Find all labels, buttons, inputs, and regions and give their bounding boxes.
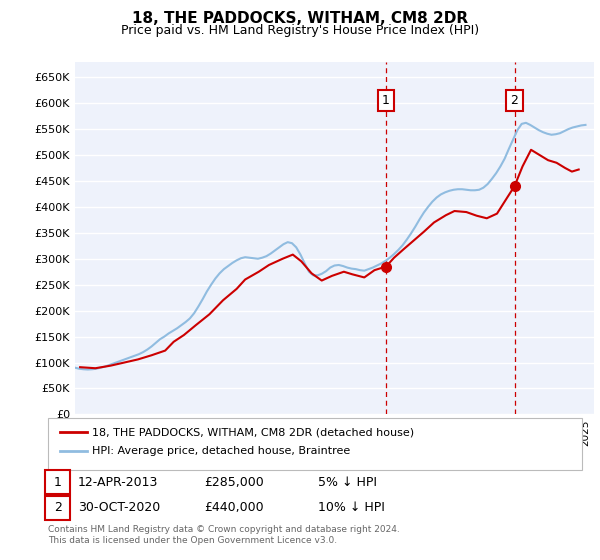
Text: 10% ↓ HPI: 10% ↓ HPI (318, 501, 385, 514)
Text: £440,000: £440,000 (204, 501, 263, 514)
Text: HPI: Average price, detached house, Braintree: HPI: Average price, detached house, Brai… (92, 446, 350, 456)
Text: Contains HM Land Registry data © Crown copyright and database right 2024.
This d: Contains HM Land Registry data © Crown c… (48, 525, 400, 545)
Text: Price paid vs. HM Land Registry's House Price Index (HPI): Price paid vs. HM Land Registry's House … (121, 24, 479, 36)
Text: 18, THE PADDOCKS, WITHAM, CM8 2DR: 18, THE PADDOCKS, WITHAM, CM8 2DR (132, 11, 468, 26)
Text: 12-APR-2013: 12-APR-2013 (78, 476, 158, 489)
Text: £285,000: £285,000 (204, 476, 264, 489)
Text: 2: 2 (53, 501, 62, 514)
Text: 1: 1 (53, 476, 62, 489)
Text: 1: 1 (382, 94, 390, 107)
Text: 18, THE PADDOCKS, WITHAM, CM8 2DR (detached house): 18, THE PADDOCKS, WITHAM, CM8 2DR (detac… (92, 427, 414, 437)
Text: 5% ↓ HPI: 5% ↓ HPI (318, 476, 377, 489)
Text: 2: 2 (511, 94, 518, 107)
Text: 30-OCT-2020: 30-OCT-2020 (78, 501, 160, 514)
